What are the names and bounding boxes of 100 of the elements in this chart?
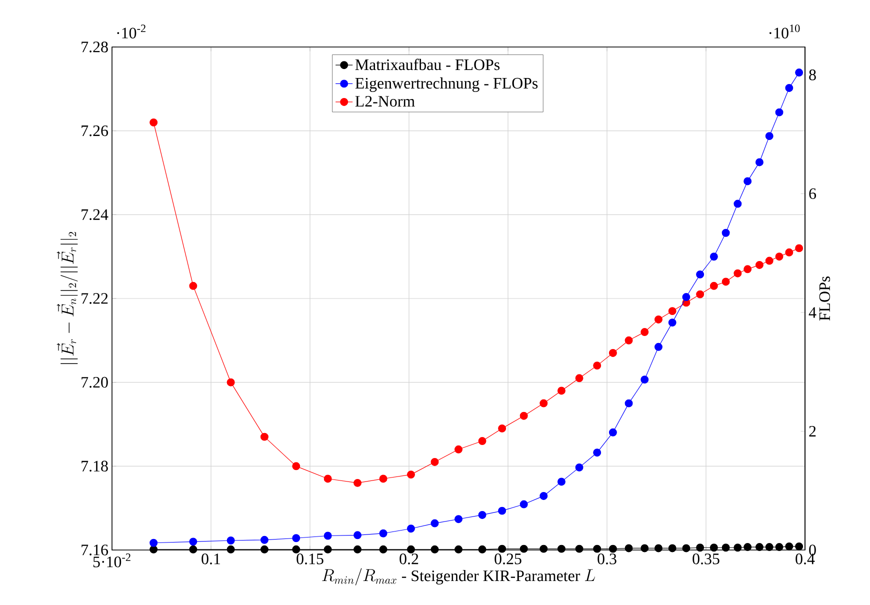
point — [795, 68, 804, 77]
legend-label: Matrixaufbau - FLOPs — [355, 58, 500, 70]
point — [624, 399, 633, 408]
point — [640, 328, 649, 336]
point — [696, 270, 704, 278]
text: ·10$^{10}$ — [769, 24, 800, 38]
point — [324, 474, 332, 483]
point — [189, 545, 198, 554]
x-tick-label: 0.4 — [796, 554, 815, 564]
point — [668, 318, 676, 327]
point — [557, 386, 566, 395]
x-tick-label: 0.3 — [598, 554, 616, 564]
point — [478, 510, 486, 519]
point — [226, 536, 235, 544]
point — [540, 399, 548, 408]
point — [624, 336, 633, 344]
point — [150, 118, 158, 126]
point — [795, 244, 804, 252]
point — [260, 432, 268, 441]
legend-label: L2-Norm — [355, 96, 415, 107]
point — [682, 293, 690, 301]
point — [520, 500, 528, 508]
point — [324, 532, 332, 540]
point — [608, 349, 617, 357]
point — [557, 544, 566, 553]
point — [668, 307, 676, 316]
point — [795, 542, 804, 550]
point — [354, 545, 362, 554]
point — [454, 515, 462, 524]
y-tick-label: 7.20 — [82, 376, 108, 388]
point — [722, 544, 730, 552]
y-tick-label: 7.22 — [82, 293, 108, 304]
point — [557, 478, 566, 486]
y-tick-label: 7.28 — [82, 42, 108, 52]
point — [765, 256, 774, 265]
point — [775, 543, 784, 552]
y2-tick-label: 0 — [809, 544, 816, 556]
point — [593, 544, 602, 553]
point — [608, 544, 617, 553]
x-tick-label: 0.35 — [692, 554, 720, 564]
point — [189, 282, 198, 290]
y2-tick-label: 2 — [809, 426, 816, 437]
point — [785, 248, 794, 256]
point — [640, 376, 649, 384]
point — [498, 424, 506, 432]
point — [734, 544, 742, 552]
point — [755, 260, 764, 269]
y-tick-label: 7.16 — [82, 544, 108, 556]
point — [785, 542, 794, 550]
point — [324, 545, 332, 554]
point — [755, 543, 764, 552]
point — [710, 282, 718, 290]
point — [454, 545, 462, 554]
point — [226, 545, 235, 554]
point — [540, 544, 548, 553]
point — [189, 538, 198, 546]
point — [406, 524, 415, 533]
point — [498, 544, 506, 553]
point — [593, 448, 602, 457]
point — [226, 378, 235, 386]
point — [654, 315, 662, 324]
x-axis-title: $R_{min}/R_{max}\mbox{ - Steigender KIR-Parameter }L$ — [322, 568, 596, 586]
point — [260, 536, 268, 544]
y-tick-label: 7.24 — [82, 209, 108, 220]
point — [478, 437, 486, 446]
y-tick-label: 7.18 — [82, 460, 108, 472]
point — [430, 458, 439, 466]
point — [722, 228, 730, 237]
point — [608, 428, 617, 436]
point — [454, 445, 462, 454]
point — [150, 545, 158, 554]
point — [744, 265, 752, 274]
point — [668, 544, 676, 552]
point — [710, 544, 718, 552]
point — [654, 544, 662, 552]
point — [379, 529, 388, 538]
y-axis-title: $||\vec{E}_r-\vec{E}_n||_2/||\vec{E}_r||_2$ — [56, 232, 78, 364]
y2-tick-label: 8 — [809, 70, 816, 80]
x-tick-label: 0.2 — [400, 554, 418, 564]
point — [260, 545, 268, 554]
y-tick-label: 7.26 — [82, 125, 108, 136]
point — [478, 545, 486, 554]
point — [696, 290, 704, 298]
point — [292, 462, 300, 470]
point — [696, 544, 704, 552]
point — [379, 474, 388, 483]
point — [775, 252, 784, 261]
point — [575, 544, 584, 553]
point — [498, 506, 506, 515]
y2-tick-label: 4 — [808, 307, 816, 318]
point — [540, 492, 548, 500]
point — [150, 538, 158, 547]
point — [744, 543, 752, 552]
point — [520, 412, 528, 420]
x-tick-label: 0.15 — [296, 554, 324, 564]
point — [775, 108, 784, 116]
point — [734, 200, 742, 208]
point — [575, 374, 584, 382]
point — [292, 545, 300, 554]
point — [654, 342, 662, 351]
